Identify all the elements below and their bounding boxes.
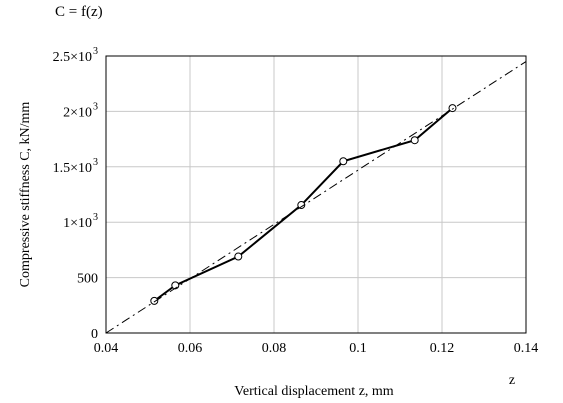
plot-frame [105,55,527,334]
series-0-point-6 [448,104,457,113]
y-tick-label-4: 2×10 [63,105,92,120]
y-tick-exponent-5: 3 [93,46,98,57]
series-1-line [105,61,527,334]
x-tick-label-0: 0.04 [94,341,119,356]
series-0-point-0 [150,296,159,305]
x-tick-label-1: 0.06 [178,341,203,356]
series-0-point-5 [410,136,419,145]
y-tick-exponent-4: 3 [93,101,98,112]
y-tick-label-2: 1×10 [63,216,92,231]
series-group [105,61,527,334]
x-tick-label-4: 0.12 [430,341,455,356]
y-tick-label-0: 0 [91,327,98,342]
y-tick-label-5: 2.5×10 [53,50,92,65]
x-axis-variable: z [509,373,515,388]
series-0-point-4 [339,157,348,166]
y-tick-exponent-2: 3 [93,212,98,223]
x-tick-label-5: 0.14 [514,341,539,356]
y-tick-label-1: 500 [77,272,98,287]
x-tick-label-2: 0.08 [262,341,287,356]
y-tick-exponent-3: 3 [93,157,98,168]
y-axis-label: Compressive stiffness C, kN/mm [18,102,33,288]
x-axis-label: Vertical displacement z, mm [234,384,393,399]
series-0-point-2 [234,252,243,261]
chart-title: C = f(z) [55,4,103,20]
x-tick-label-3: 0.1 [349,341,367,356]
y-tick-label-3: 1.5×10 [53,161,92,176]
grid [105,55,527,334]
